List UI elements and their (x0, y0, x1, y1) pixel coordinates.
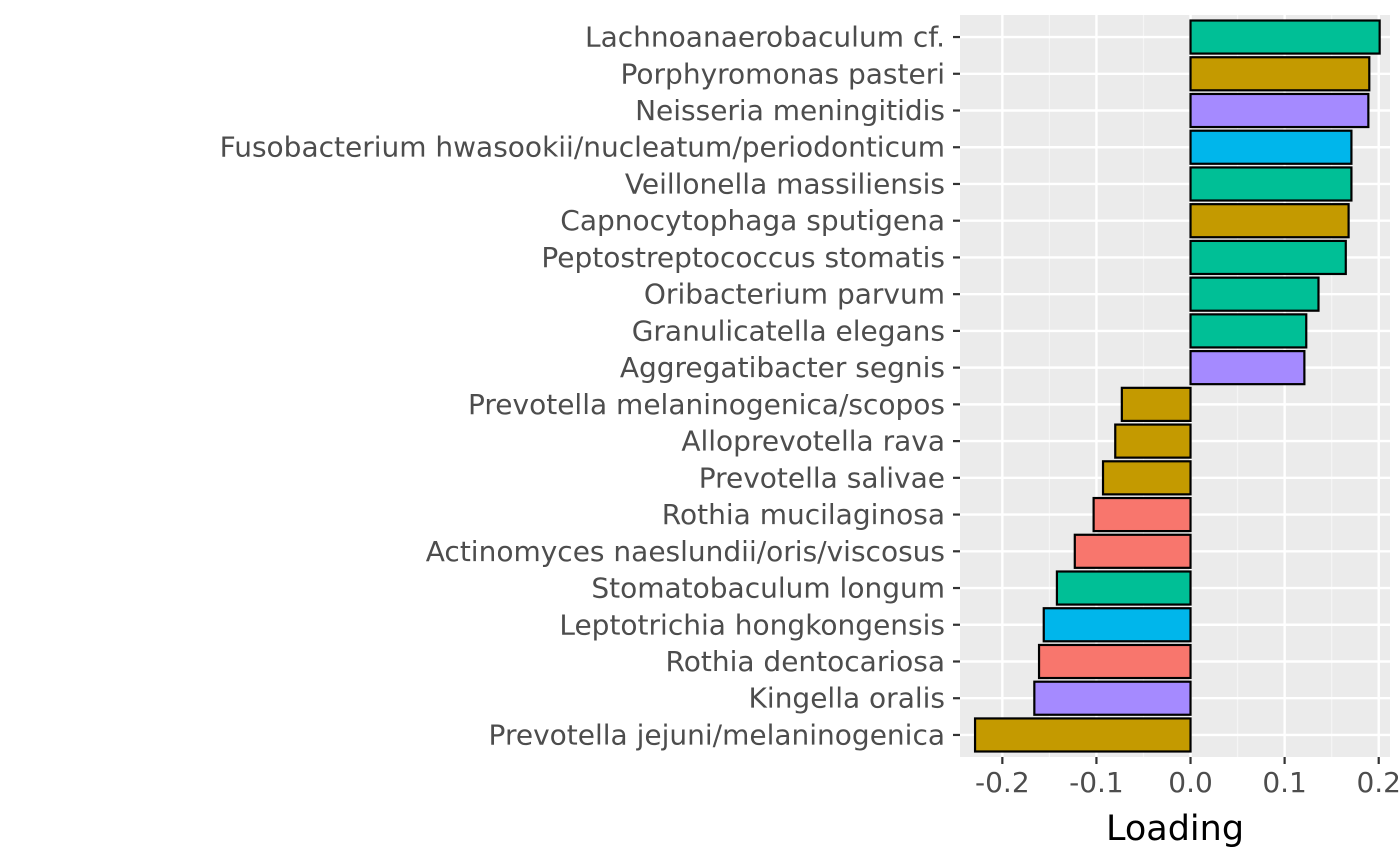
y-tick-label: Leptotrichia hongkongensis (559, 608, 945, 641)
bar (1189, 313, 1308, 349)
bars (973, 19, 1381, 753)
y-tick-label: Kingella oralis (749, 682, 945, 715)
x-tick-label: 0.1 (1262, 766, 1307, 799)
y-axis: Lachnoanaerobaculum cf.Porphyromonas pas… (220, 21, 960, 751)
y-tick-label: Alloprevotella rava (681, 425, 945, 458)
y-tick-label: Prevotella melaninogenica/scopos (468, 388, 945, 421)
bar (1189, 129, 1353, 165)
y-tick-label: Prevotella jejuni/melaninogenica (489, 718, 945, 751)
y-tick-label: Granulicatella elegans (632, 314, 945, 347)
bar (1189, 203, 1350, 239)
x-axis: -0.2 -0.1 0.0 0.1 0.2 (975, 757, 1400, 799)
y-tick-label: Neisseria meningitidis (635, 94, 945, 127)
bar (1189, 166, 1353, 202)
bar (1120, 386, 1192, 422)
y-tick-label: Rothia dentocariosa (666, 645, 945, 678)
y-tick-label: Aggregatibacter segnis (620, 351, 945, 384)
x-tick-label: 0.2 (1356, 766, 1400, 799)
bar (1037, 643, 1192, 680)
bar (1189, 19, 1381, 55)
bar (1055, 570, 1192, 606)
bar (1101, 460, 1192, 496)
bar (1189, 239, 1347, 276)
bar (1073, 533, 1192, 569)
y-tick-label: Prevotella salivae (699, 461, 945, 494)
y-tick-label: Oribacterium parvum (644, 278, 945, 311)
bar (1189, 56, 1371, 92)
bar (1092, 496, 1192, 533)
bar (1189, 92, 1370, 129)
bar (1042, 607, 1192, 643)
x-tick-label: 0.0 (1168, 766, 1213, 799)
y-tick-label: Peptostreptococcus stomatis (541, 241, 945, 274)
y-tick-label: Rothia mucilaginosa (662, 498, 945, 531)
x-tick-label: -0.2 (975, 766, 1030, 799)
bar (973, 717, 1192, 753)
x-axis-title: Loading (1106, 809, 1244, 849)
y-tick-label: Actinomyces naeslundii/oris/viscosus (426, 535, 945, 568)
y-tick-label: Fusobacterium hwasookii/nucleatum/period… (220, 131, 945, 164)
bar (1189, 350, 1306, 386)
x-tick-label: -0.1 (1069, 766, 1124, 799)
y-tick-label: Capnocytophaga sputigena (560, 204, 945, 237)
bar (1189, 276, 1320, 312)
y-tick-label: Porphyromonas pasteri (621, 57, 945, 90)
y-tick-label: Veillonella massiliensis (625, 167, 945, 200)
y-tick-label: Stomatobaculum longum (591, 572, 945, 605)
bar (1033, 680, 1192, 716)
bar (1114, 423, 1192, 459)
y-tick-label: Lachnoanaerobaculum cf. (585, 21, 945, 54)
